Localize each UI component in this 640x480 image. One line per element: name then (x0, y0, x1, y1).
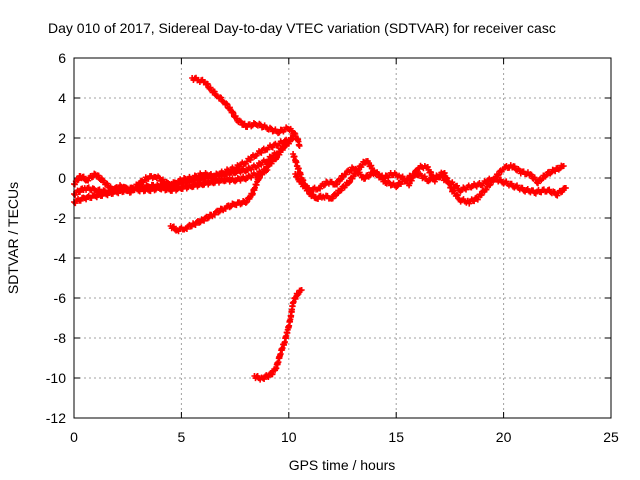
data-point-marker (211, 211, 218, 218)
data-point-marker (362, 175, 369, 182)
data-point-marker (342, 171, 349, 178)
data-point-marker (298, 287, 305, 293)
data-point-marker (294, 173, 301, 180)
x-tick-label: 0 (70, 429, 78, 445)
data-point-marker (528, 171, 535, 178)
data-point-marker (229, 108, 236, 115)
data-point-marker (211, 88, 218, 95)
x-tick-label: 5 (178, 429, 186, 445)
data-point-marker (393, 184, 400, 191)
y-tick-label: 2 (58, 130, 66, 146)
data-point-marker (104, 180, 111, 187)
data-point-marker (256, 174, 263, 181)
data-point-marker (71, 181, 78, 188)
plot-frame (73, 57, 612, 419)
data-point-marker (562, 185, 569, 191)
data-point-marker (346, 178, 353, 185)
data-point-marker (76, 188, 83, 195)
x-tick-label: 25 (603, 429, 619, 445)
data-point-marker (483, 186, 490, 193)
data-point-marker (230, 109, 237, 116)
data-point-marker (338, 187, 345, 194)
data-point-marker (265, 163, 272, 170)
data-point-marker (394, 183, 401, 190)
data-point-marker (204, 215, 211, 222)
data-point-marker (247, 156, 254, 163)
data-point-marker (345, 179, 352, 186)
data-point-marker (353, 166, 360, 173)
data-point-marker (282, 142, 289, 149)
data-point-marker (95, 172, 102, 179)
axis-ticks: 0 5 10 15 20 25 -12 -10 -8 -6 -4 -2 0 2 4 6 (46, 50, 619, 445)
data-point-marker (291, 130, 298, 137)
y-tick-label: -2 (54, 210, 67, 226)
grid-lines (74, 58, 611, 418)
data-point-marker (302, 182, 309, 189)
y-tick-label: -8 (54, 330, 67, 346)
y-axis-title: SDTVAR / TECUs (5, 182, 21, 294)
data-point-marker (317, 185, 324, 192)
data-point-marker (454, 192, 461, 199)
y-tick-label: -6 (54, 290, 67, 306)
data-point-marker (258, 149, 265, 156)
x-tick-label: 10 (281, 429, 297, 445)
data-point-marker (352, 165, 359, 172)
data-points (71, 74, 569, 383)
data-point-marker (226, 104, 233, 111)
data-point-marker (295, 290, 302, 297)
data-point-marker (80, 173, 87, 180)
y-tick-label: 4 (58, 90, 66, 106)
data-point-marker (374, 171, 381, 178)
data-point-marker (237, 118, 244, 125)
x-tick-label: 20 (496, 429, 512, 445)
data-point-marker (136, 181, 143, 188)
series-track-5 (189, 74, 303, 149)
data-point-marker (269, 371, 276, 378)
series-track-4 (167, 135, 297, 235)
data-point-marker (334, 181, 341, 188)
data-point-marker (478, 191, 485, 198)
data-point-marker (204, 81, 211, 88)
y-tick-label: -12 (46, 410, 66, 426)
data-point-marker (170, 223, 177, 230)
y-tick-label: -4 (54, 250, 67, 266)
data-point-marker (474, 196, 481, 203)
y-tick-label: -10 (46, 370, 66, 386)
data-point-marker (85, 177, 92, 184)
y-tick-label: 6 (58, 50, 66, 66)
data-point-marker (243, 199, 250, 206)
data-point-marker (296, 143, 303, 149)
y-tick-label: 0 (58, 170, 66, 186)
series-track-2 (71, 136, 292, 196)
data-point-marker (539, 175, 546, 182)
data-point-marker (368, 162, 375, 169)
data-point-marker (159, 176, 166, 183)
data-point-marker (264, 164, 271, 171)
data-point-marker (224, 101, 231, 108)
data-point-marker (454, 182, 461, 189)
data-point-marker (511, 163, 518, 170)
data-point-marker (310, 191, 317, 198)
data-point-marker (559, 188, 566, 195)
data-point-marker (329, 195, 336, 202)
data-point-marker (215, 209, 222, 216)
data-point-marker (255, 176, 262, 183)
data-point-marker (560, 163, 567, 169)
chart-title: Day 010 of 2017, Sidereal Day-to-day VTE… (48, 20, 556, 36)
data-point-marker (534, 180, 541, 187)
data-point-marker (218, 94, 225, 101)
series-track-7 (292, 164, 569, 199)
x-tick-label: 15 (388, 429, 404, 445)
series-track-3 (71, 166, 271, 198)
data-point-marker (201, 217, 208, 224)
data-point-marker (495, 171, 502, 178)
series-track-8 (251, 287, 305, 383)
x-axis-title: GPS time / hours (289, 457, 396, 473)
data-point-marker (223, 100, 230, 107)
